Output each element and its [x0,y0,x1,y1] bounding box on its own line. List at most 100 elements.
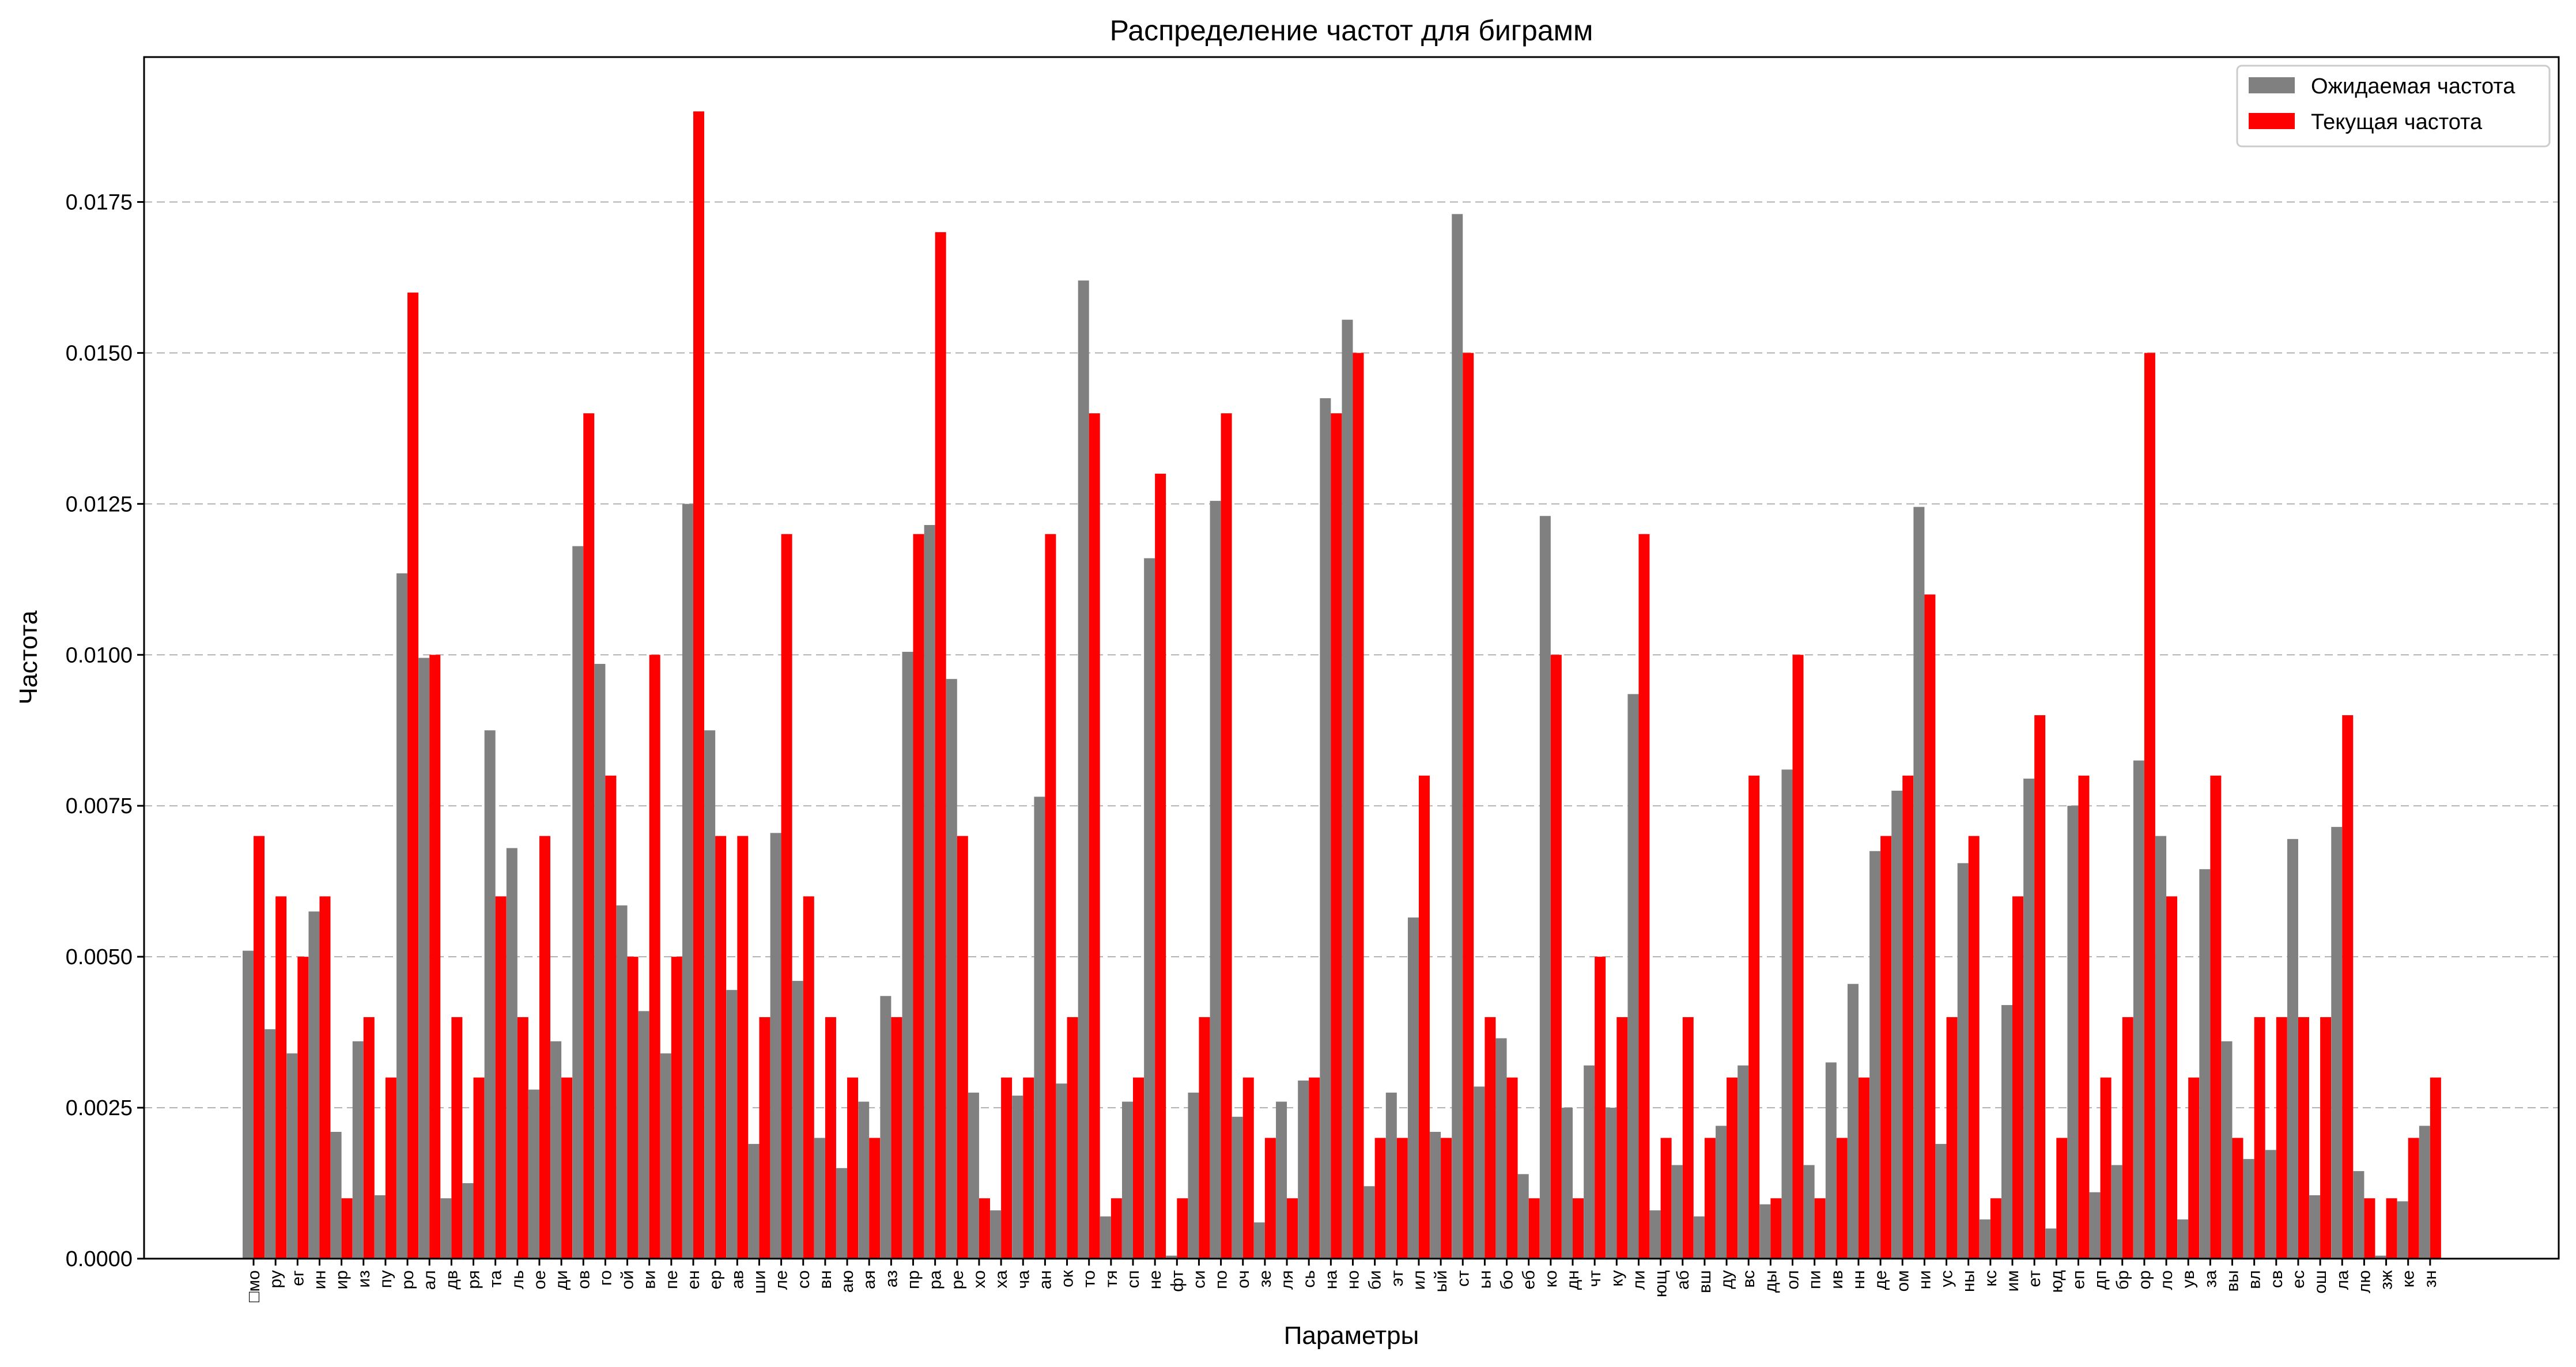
x-tick-label: зн [2421,1270,2440,1287]
bar-current [1792,655,1804,1259]
bar-current [429,655,441,1259]
x-tick-label: ир [333,1270,352,1289]
x-axis-label: Параметры [1284,1321,1419,1350]
bar-expected [1869,851,1881,1259]
bar-current [1264,1138,1276,1259]
y-tick-label: 0.0050 [66,945,133,969]
bar-current [1902,775,1914,1259]
bar-current [1353,353,1364,1259]
legend-label-current: Текущая частота [2311,110,2483,134]
x-tick-label: ов [574,1270,593,1289]
bar-current [2056,1138,2068,1259]
bar-expected [330,1131,342,1259]
bar-current [1836,1138,1848,1259]
x-tick-label: ус [1937,1270,1956,1287]
bar-current [1573,1198,1584,1259]
bar-expected [1100,1216,1111,1259]
x-tick-label: ег [288,1270,307,1286]
bar-current [1704,1138,1716,1259]
bar-expected [902,652,913,1259]
bar-current [1309,1077,1320,1259]
bar-current [495,896,507,1259]
x-tick-label: ре [948,1270,967,1289]
x-tick-label: ет [2025,1270,2044,1287]
x-tick-label: бр [2113,1270,2132,1290]
bar-expected [594,663,606,1259]
x-tick-label: юд [2047,1270,2066,1293]
bar-expected [1034,796,1045,1259]
bar-expected [1627,694,1639,1259]
x-tick-label: ая [860,1270,879,1289]
bar-expected [1210,501,1221,1259]
bar-expected [1188,1092,1199,1259]
bar-current [1770,1198,1782,1259]
bar-current [1595,957,1606,1259]
x-tick-label: ле [772,1270,791,1290]
bar-expected [243,950,254,1259]
bar-current [1946,1017,1958,1259]
bar-current [891,1017,902,1259]
x-tick-label: пи [1806,1270,1825,1289]
bar-expected [858,1101,870,1259]
bar-current [1485,1017,1496,1259]
bar-expected [2089,1192,2101,1259]
bar-current [1001,1077,1013,1259]
bar-expected [1649,1210,1661,1259]
x-tick-label: ды [1761,1270,1780,1293]
bar-current [2144,353,2155,1259]
plot-frame [143,56,2560,1260]
x-tick-label: ый [1431,1270,1451,1292]
x-tick-label: □мо [244,1270,263,1302]
x-tick-label: им [2003,1270,2022,1292]
bar-expected [792,981,803,1259]
bar-current [671,957,682,1259]
bar-expected [2397,1201,2408,1259]
bar-current [2408,1138,2419,1259]
x-tick-label: со [794,1270,813,1289]
x-tick-label: пе [662,1270,681,1289]
x-tick-label: ом [1893,1270,1912,1292]
bar-expected [1803,1165,1815,1259]
bar-current [2100,1077,2112,1259]
bar-expected [2221,1041,2233,1259]
bar-expected [2111,1165,2122,1259]
x-tick-label: ое [530,1270,549,1289]
bar-current [1221,413,1232,1259]
legend-label-expected: Ожидаемая частота [2311,74,2515,99]
x-tick-label: зж [2377,1270,2396,1290]
bar-expected [1957,863,1969,1259]
bar-expected [374,1195,386,1259]
bar-current [2276,1017,2287,1259]
x-tick-label: ли [1629,1270,1648,1290]
x-tick-label: хо [970,1270,989,1288]
bar-current [1396,1138,1408,1259]
bar-current [1924,594,1936,1259]
x-tick-label: ра [926,1270,945,1290]
bar-current [583,413,595,1259]
x-tick-label: по [1212,1270,1231,1289]
x-tick-label: ду [1717,1270,1736,1289]
bar-expected [1825,1062,1837,1259]
bar-current [1089,413,1100,1259]
bar-expected [418,658,430,1259]
bar-current [1968,836,1980,1259]
bar-current [2232,1138,2243,1259]
x-tick-label: тя [1102,1270,1121,1287]
bar-expected [1781,769,1793,1259]
bar-expected [1276,1101,1287,1259]
legend-swatch-current [2249,113,2295,129]
x-tick-label: лю [2355,1270,2374,1293]
y-tick-label: 0.0075 [66,794,133,818]
bar-expected [1979,1219,1990,1259]
bar-expected [308,911,320,1259]
x-tick-label: но [1344,1270,1363,1289]
bar-current [539,836,550,1259]
bar-expected [1606,1108,1617,1259]
bar-current [2188,1077,2200,1259]
bar-current [275,896,287,1259]
legend-swatch-expected [2249,77,2295,93]
bar-expected [2155,836,2167,1259]
bar-current [1023,1077,1034,1259]
x-tick-label: зе [1256,1270,1275,1287]
